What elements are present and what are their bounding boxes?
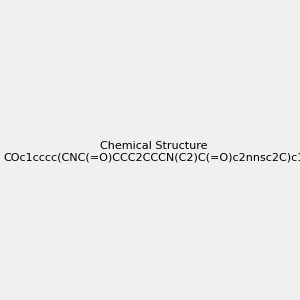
Text: Chemical Structure
COc1cccc(CNC(=O)CCC2CCCN(C2)C(=O)c2nnsc2C)c1: Chemical Structure COc1cccc(CNC(=O)CCC2C… — [3, 141, 300, 162]
